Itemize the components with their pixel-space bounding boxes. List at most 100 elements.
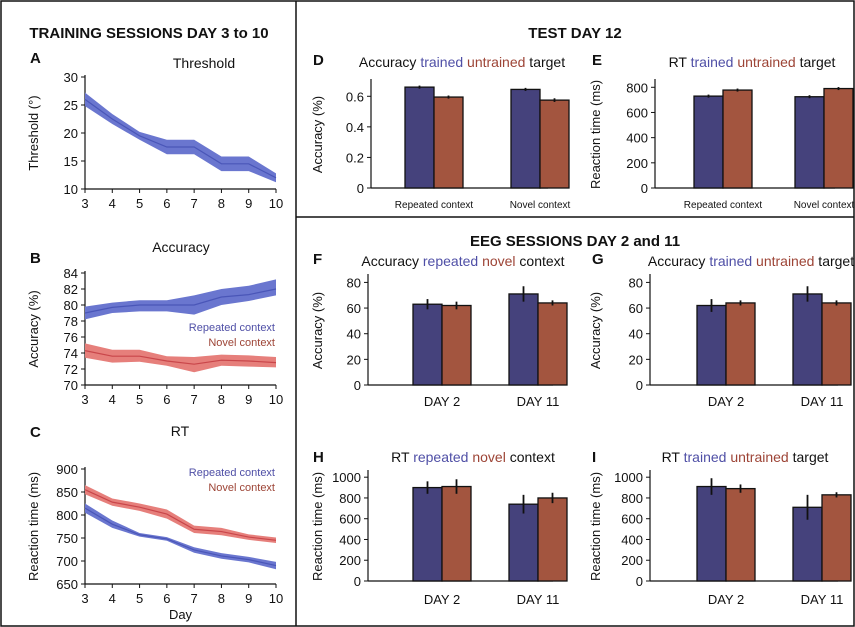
y-tick-label-c: 700 <box>56 554 78 569</box>
category-label-e: Novel context <box>794 200 855 211</box>
panel-label-i: I <box>592 449 596 466</box>
y-tick-label-e: 400 <box>626 131 648 146</box>
y-tick-label-b: 72 <box>64 362 78 377</box>
bar-f-0-0 <box>412 303 443 386</box>
y-tick-label-b: 80 <box>64 298 78 313</box>
y-tick-label-i: 400 <box>621 532 643 547</box>
y-tick-label-h: 400 <box>339 532 361 547</box>
y-tick-label-d: 0 <box>357 181 364 196</box>
panel-title-part-h-0: RT <box>391 449 413 465</box>
category-label-h: DAY 2 <box>424 592 460 607</box>
panel-title-part-e-4: target <box>796 54 836 70</box>
y-axis-label-h: Reaction time (ms) <box>310 472 325 581</box>
y-tick-label-b: 78 <box>64 314 78 329</box>
y-axis-label-a: Threshold (°) <box>26 95 41 170</box>
y-axis-label-g: Accuracy (%) <box>588 292 603 369</box>
y-tick-label-f: 40 <box>347 327 361 342</box>
y-tick-label-b: 76 <box>64 330 78 345</box>
x-tick-label-a: 3 <box>81 196 88 211</box>
x-tick-label-c: 4 <box>109 591 116 606</box>
y-axis-label-i: Reaction time (ms) <box>588 472 603 581</box>
bar-h-0-1 <box>441 485 472 582</box>
x-tick-label-c: 9 <box>245 591 252 606</box>
panel-label-g: G <box>592 251 604 268</box>
category-label-f: DAY 2 <box>424 394 460 409</box>
y-tick-label-i: 0 <box>636 574 643 589</box>
x-tick-label-a: 5 <box>136 196 143 211</box>
bar-d-1-0 <box>510 88 541 189</box>
panel-label-a: A <box>30 50 41 67</box>
y-tick-label-b: 74 <box>64 346 78 361</box>
panel-title-g: Accuracy trained untrained target <box>648 253 854 269</box>
y-tick-label-e: 600 <box>626 105 648 120</box>
y-tick-label-b: 70 <box>64 378 78 393</box>
y-tick-label-d: 0.2 <box>346 150 364 165</box>
y-tick-label-a: 20 <box>64 126 78 141</box>
y-tick-label-f: 0 <box>354 378 361 393</box>
y-axis-label-f: Accuracy (%) <box>310 292 325 369</box>
y-tick-label-f: 80 <box>347 275 361 290</box>
legend-repeated-b: Repeated context <box>189 322 275 334</box>
bar-g-1-0 <box>792 293 823 386</box>
panel-title-part-i-1: trained <box>684 449 727 465</box>
header-training: TRAINING SESSIONS DAY 3 to 10 <box>29 25 268 42</box>
x-tick-label-c: 8 <box>218 591 225 606</box>
y-tick-label-a: 15 <box>64 154 78 169</box>
panel-title-h: RT repeated novel context <box>391 449 555 465</box>
bar-h-1-1 <box>537 497 568 582</box>
bar-e-1-0 <box>794 96 825 189</box>
x-tick-label-a: 6 <box>163 196 170 211</box>
panel-title-part-i-4: target <box>789 449 829 465</box>
bar-d-1-1 <box>539 99 570 189</box>
y-tick-label-c: 650 <box>56 577 78 592</box>
panel-title-part-e-3: untrained <box>737 54 795 70</box>
y-axis-label-e: Reaction time (ms) <box>588 80 603 189</box>
y-tick-label-d: 0.4 <box>346 120 364 135</box>
panel-title-part-d-0: Accuracy <box>359 54 420 70</box>
x-tick-label-a: 9 <box>245 196 252 211</box>
y-tick-label-e: 200 <box>626 156 648 171</box>
y-tick-label-g: 0 <box>636 378 643 393</box>
band-c-0 <box>85 503 276 570</box>
panel-label-b: B <box>30 250 41 267</box>
mean-line-c-1 <box>84 489 277 541</box>
x-tick-label-b: 8 <box>218 392 225 407</box>
y-tick-label-i: 800 <box>621 491 643 506</box>
y-tick-label-d: 0.6 <box>346 89 364 104</box>
panel-label-e: E <box>592 52 602 69</box>
y-tick-label-a: 30 <box>64 70 78 85</box>
band-b-1 <box>85 343 276 373</box>
x-tick-label-b: 9 <box>245 392 252 407</box>
mean-line-a-0 <box>84 98 277 179</box>
x-tick-label-b: 4 <box>109 392 116 407</box>
panel-title-part-f-4: context <box>516 253 565 269</box>
panel-title-part-e-1: trained <box>691 54 734 70</box>
y-tick-label-g: 40 <box>629 327 643 342</box>
bar-f-1-1 <box>537 302 568 386</box>
category-label-i: DAY 11 <box>801 592 844 607</box>
y-tick-label-g: 20 <box>629 352 643 367</box>
bar-g-1-1 <box>821 302 852 386</box>
x-tick-label-a: 8 <box>218 196 225 211</box>
y-tick-label-c: 750 <box>56 531 78 546</box>
panel-title-f: Accuracy repeated novel context <box>361 253 564 269</box>
panel-label-f: F <box>313 251 322 268</box>
x-tick-label-b: 3 <box>81 392 88 407</box>
bar-d-0-1 <box>433 96 464 189</box>
panel-title-i: RT trained untrained target <box>662 449 829 465</box>
header-eeg: EEG SESSIONS DAY 2 and 11 <box>470 233 680 250</box>
y-tick-label-c: 900 <box>56 462 78 477</box>
bar-i-0-0 <box>696 485 727 582</box>
panel-title-e: RT trained untrained target <box>669 54 836 70</box>
panel-title-a: Threshold <box>173 55 235 71</box>
category-label-e: Repeated context <box>684 200 763 211</box>
band-b-0 <box>85 279 276 320</box>
band-a-0 <box>85 92 276 183</box>
panel-title-c: RT <box>171 423 190 439</box>
panel-title-part-g-1: trained <box>709 253 752 269</box>
bar-h-0-0 <box>412 486 443 582</box>
panel-title-part-f-1: repeated <box>423 253 478 269</box>
y-tick-label-b: 82 <box>64 282 78 297</box>
header-test: TEST DAY 12 <box>528 25 621 42</box>
